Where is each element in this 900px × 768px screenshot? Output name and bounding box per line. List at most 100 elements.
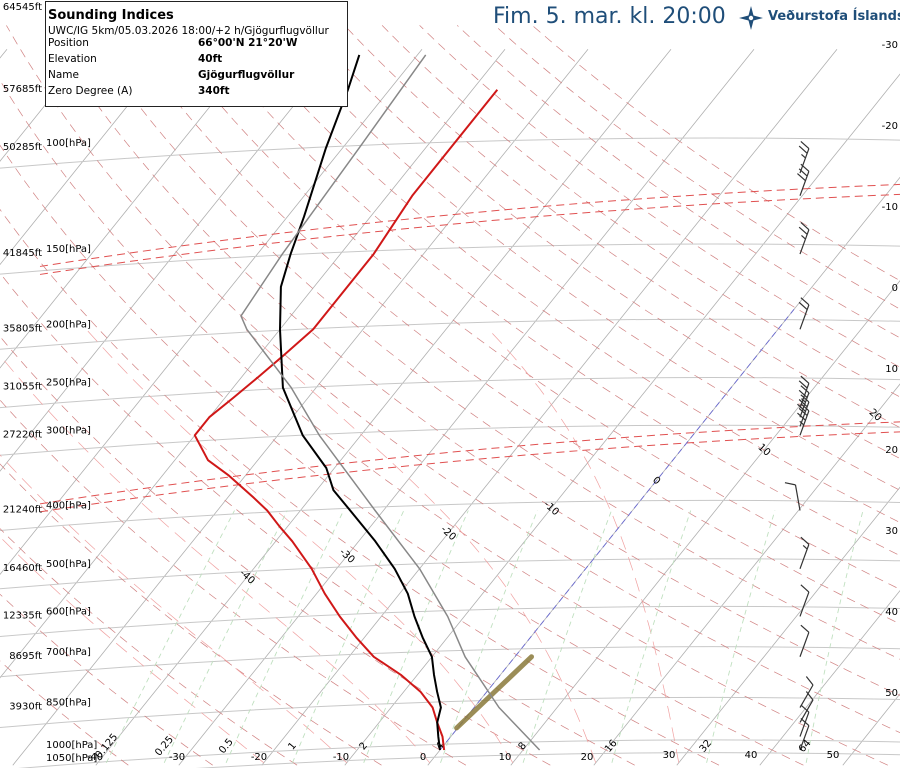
temperature-tick-label: 20 xyxy=(581,752,594,763)
wind-barb xyxy=(784,482,801,511)
wind-barb xyxy=(799,624,810,657)
wind-barb xyxy=(798,140,810,174)
dry-adiabat xyxy=(118,25,900,625)
wind-barb xyxy=(798,297,810,330)
wind-barb xyxy=(799,676,814,708)
moist-adiabat xyxy=(85,329,514,763)
dry-adiabat xyxy=(0,593,213,766)
wind-barb xyxy=(797,163,810,196)
row-zero-degree: Zero Degree (A) 340ft xyxy=(46,85,347,101)
wind-barb xyxy=(799,584,810,617)
row-key: Zero Degree (A) xyxy=(48,85,133,97)
altitude-tick-label: 57685ft xyxy=(3,84,42,95)
tropopause-line xyxy=(39,431,900,513)
dry-adiabat xyxy=(0,144,804,766)
altitude-tick-label: 21240ft xyxy=(3,504,42,515)
isotherm-line xyxy=(676,486,900,766)
pressure-tick-label: 1000[hPa] xyxy=(46,740,97,751)
altitude-tick-label: 31055ft xyxy=(3,382,42,393)
right-axis-tick-label: 10 xyxy=(885,364,898,375)
isobar-line xyxy=(18,739,900,768)
temperature-tick-label: -20 xyxy=(251,752,267,763)
pressure-tick-label: 150[hPa] xyxy=(46,244,91,255)
mixing-ratio-line xyxy=(440,510,538,763)
valid-time-title: Fim. 5. mar. kl. 20:00 xyxy=(493,4,726,29)
isobar-line xyxy=(0,377,900,409)
temperature-tick-label: 30 xyxy=(663,750,676,761)
mixing-ratio-line xyxy=(706,510,776,763)
isotherm-line xyxy=(344,73,900,766)
mixing-ratio-line xyxy=(363,510,469,763)
isobar-line xyxy=(0,558,900,590)
isotherm-line xyxy=(0,48,340,472)
vedurstofa-star-icon xyxy=(739,6,763,30)
isobar-line xyxy=(0,646,900,678)
pressure-tick-label: 400[hPa] xyxy=(46,500,91,511)
isotherm-label: 10 xyxy=(756,442,773,459)
tropopause-line xyxy=(39,193,900,275)
temperature-tick-label: -30 xyxy=(169,752,185,763)
isotherm-line xyxy=(842,693,900,766)
isotherm-line xyxy=(12,48,589,766)
pressure-tick-label: 300[hPa] xyxy=(46,425,91,436)
isotherm-line xyxy=(759,589,900,766)
temperature-tick-label: 50 xyxy=(827,750,840,761)
dry-adiabat xyxy=(344,25,900,428)
mixing-ratio-label: 8 xyxy=(517,740,530,752)
right-axis-tick-label: 50 xyxy=(885,688,898,699)
row-key: Position xyxy=(48,37,89,49)
isobar-line xyxy=(0,137,900,169)
pressure-tick-label: 250[hPa] xyxy=(46,378,91,389)
dry-adiabat xyxy=(231,25,900,523)
row-elevation: Elevation 40ft xyxy=(46,53,347,69)
mixing-ratio-line xyxy=(611,510,692,763)
row-name: Name Gjögurflugvöllur xyxy=(46,69,347,85)
pressure-tick-label: 700[hPa] xyxy=(46,647,91,658)
temperature-tick-label: -40 xyxy=(87,752,103,763)
wind-barb xyxy=(797,394,810,427)
isotherm-label: -30 xyxy=(337,547,357,566)
temperature-tick-label: 0 xyxy=(420,752,426,763)
row-value: 340ft xyxy=(198,85,230,97)
altitude-tick-label: 64545ft xyxy=(3,2,42,13)
moist-adiabat xyxy=(0,354,431,764)
altitude-tick-label: 12335ft xyxy=(3,610,42,621)
row-value: 40ft xyxy=(198,53,223,65)
dry-adiabat xyxy=(0,79,888,766)
dry-adiabat xyxy=(0,272,635,766)
mixing-ratio-line xyxy=(805,510,864,763)
isobar-line xyxy=(0,696,900,729)
panel-title: Sounding Indices xyxy=(48,8,174,23)
mixing-ratio-label: 1 xyxy=(286,740,299,752)
panel-subtitle: UWC/IG 5km/05.03.2026 18:00/+2 h/Gjögurf… xyxy=(48,25,329,37)
isobar-line xyxy=(0,499,900,531)
moist-adiabats xyxy=(0,329,680,764)
sounding-series xyxy=(193,54,541,751)
wind-barb xyxy=(799,536,810,570)
pressure-tick-label: 500[hPa] xyxy=(46,559,91,570)
isotherm-line xyxy=(95,48,672,766)
wind-barb xyxy=(798,385,810,418)
tropopause-line xyxy=(39,421,900,505)
temperature-tick-label: 40 xyxy=(745,750,758,761)
dry-adiabat xyxy=(193,25,900,557)
dry-adiabat xyxy=(0,399,467,766)
row-key: Elevation xyxy=(48,53,97,65)
altitude-tick-label: 3930ft xyxy=(9,702,42,713)
tropopause-line xyxy=(39,183,900,267)
row-key: Name xyxy=(48,69,79,81)
moist-adiabat xyxy=(0,536,265,764)
altitude-tick-label: 50285ft xyxy=(3,142,42,153)
freezing-isotherm xyxy=(439,309,795,751)
reference-lines xyxy=(39,183,900,751)
isotherm-line xyxy=(0,48,423,576)
pressure-tick-label: 100[hPa] xyxy=(46,138,91,149)
pressure-tick-label: 600[hPa] xyxy=(46,606,91,617)
brand-name: Veðurstofa Íslands xyxy=(768,9,900,24)
wind-barb xyxy=(798,375,810,408)
dry-adiabat xyxy=(0,528,298,766)
mixing-ratio-line xyxy=(291,510,405,763)
row-value: Gjögurflugvöllur xyxy=(198,69,295,81)
isobar-line xyxy=(0,605,900,637)
